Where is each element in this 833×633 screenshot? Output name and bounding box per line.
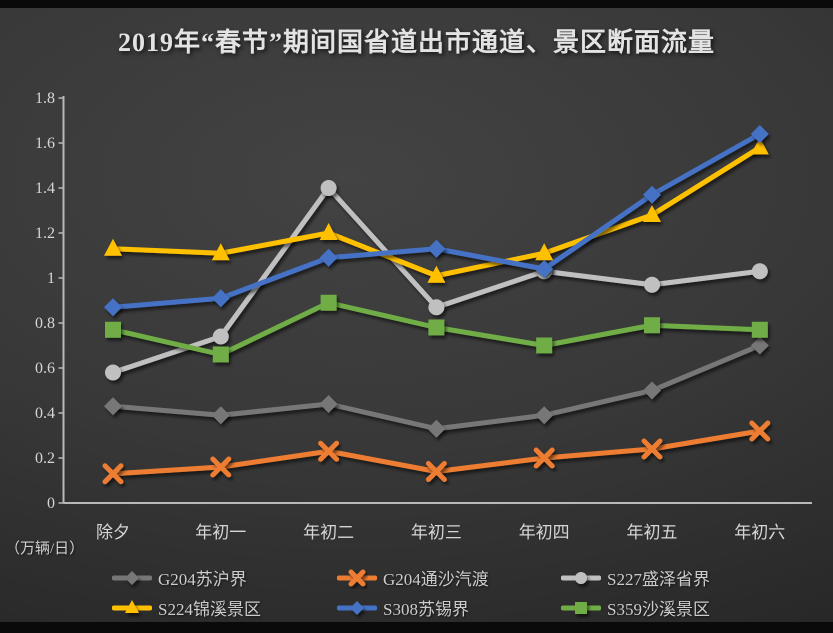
marker-G204苏沪界 — [535, 406, 554, 425]
marker-G204苏沪界 — [211, 406, 230, 425]
x-category-label: 年初六 — [734, 523, 785, 542]
y-tick-label: 0.4 — [35, 405, 55, 422]
marker-G204苏沪界 — [643, 381, 661, 400]
x-category-label: 年初一 — [195, 523, 246, 542]
marker-S308苏锡界 — [643, 185, 661, 204]
marker-G204苏沪界 — [104, 397, 122, 416]
marker-G204苏沪界 — [750, 336, 769, 355]
marker-S308苏锡界 — [750, 125, 769, 143]
marker-S224锦溪景区 — [535, 243, 554, 261]
marker-S308苏锡界 — [104, 298, 122, 317]
marker-S359沙溪景区 — [644, 317, 660, 334]
marker-G204通沙汽渡 — [318, 440, 340, 462]
marker-S308苏锡界 — [319, 248, 338, 267]
marker-G204通沙汽渡 — [102, 463, 124, 485]
top-edge-bar — [0, 0, 833, 8]
marker-S359沙溪景区 — [751, 321, 768, 338]
marker-G204通沙汽渡 — [210, 456, 232, 478]
y-tick-label: 1.4 — [35, 180, 55, 197]
x-category-label: 年初四 — [519, 523, 570, 542]
y-tick-label: 1.6 — [35, 135, 55, 152]
marker-S224锦溪景区 — [750, 137, 769, 155]
marker-S227盛泽省界 — [751, 263, 768, 280]
y-tick-label: 0.6 — [35, 360, 55, 377]
marker-G204苏沪界 — [427, 419, 446, 438]
marker-S224锦溪景区 — [104, 238, 122, 256]
marker-S359沙溪景区 — [320, 294, 337, 311]
marker-S308苏锡界 — [535, 260, 554, 278]
x-category-label: 除夕 — [96, 523, 130, 542]
marker-S227盛泽省界 — [212, 328, 229, 345]
x-category-label: 年初五 — [627, 523, 678, 542]
marker-S224锦溪景区 — [427, 265, 446, 283]
marker-S227盛泽省界 — [320, 180, 337, 196]
line-series-G204苏沪界 — [110, 343, 763, 432]
marker-G204通沙汽渡 — [749, 420, 771, 442]
marker-G204通沙汽渡 — [533, 447, 555, 469]
marker-S224锦溪景区 — [211, 243, 230, 261]
marker-S227盛泽省界 — [428, 299, 445, 316]
y-tick-label: 0 — [47, 495, 55, 512]
marker-S308苏锡界 — [211, 289, 230, 308]
marker-G204苏沪界 — [319, 395, 338, 413]
marker-S359沙溪景区 — [105, 321, 121, 338]
marker-S227盛泽省界 — [105, 364, 121, 381]
y-tick-label: 1 — [47, 270, 55, 287]
axes-layer: 0 0.2 0.4 0.6 0.8 1 1.2 1.4 1.6 1.8 除夕 年初一 年初二 年初三 年初四… — [35, 90, 812, 542]
marker-S224锦溪景区 — [319, 223, 338, 240]
series-layer — [102, 125, 771, 485]
marker-S224锦溪景区 — [643, 205, 661, 222]
y-tick-label: 0.8 — [35, 315, 55, 332]
chart-title: 2019年“春节”期间国省道出市通道、景区断面流量 — [117, 28, 715, 57]
marker-S227盛泽省界 — [644, 276, 660, 293]
y-tick-label: 1.8 — [35, 90, 55, 107]
y-tick-label: 0.2 — [35, 450, 55, 467]
marker-G204通沙汽渡 — [425, 461, 447, 482]
marker-S359沙溪景区 — [536, 337, 553, 354]
x-category-label: 年初三 — [411, 523, 462, 542]
marker-S359沙溪景区 — [212, 346, 229, 363]
x-category-label: 年初二 — [303, 523, 354, 542]
marker-S359沙溪景区 — [428, 319, 445, 336]
y-tick-label: 1.2 — [35, 225, 55, 242]
y-axis-unit-label: （万辆/日） — [5, 541, 85, 557]
marker-G204通沙汽渡 — [641, 438, 663, 460]
marker-S308苏锡界 — [427, 239, 446, 258]
bottom-edge-bar — [0, 622, 833, 633]
